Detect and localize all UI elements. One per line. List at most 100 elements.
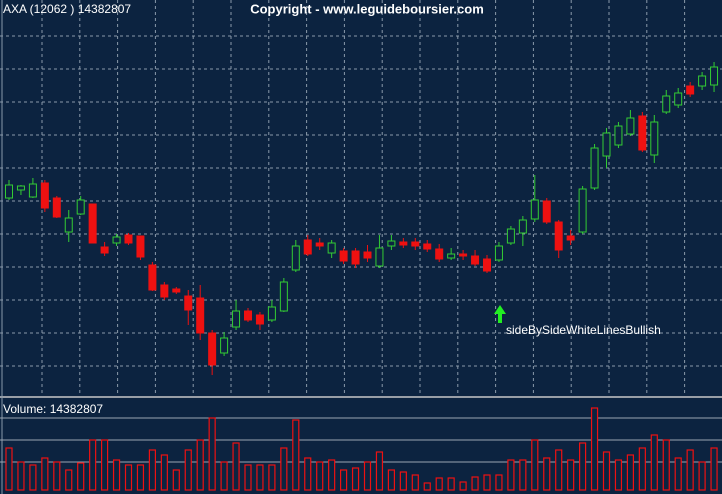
- volume-bar: [686, 449, 694, 491]
- candle-body: [267, 306, 276, 321]
- volume-bar: [387, 469, 395, 491]
- candle-body: [303, 239, 312, 255]
- candle-body: [710, 66, 719, 86]
- signal-arrow: [494, 305, 506, 323]
- candle-body: [674, 92, 683, 106]
- candle-body: [172, 288, 181, 293]
- volume-bar: [256, 464, 264, 491]
- candle-body: [423, 243, 432, 250]
- candle-body: [614, 125, 623, 146]
- candle-body: [52, 197, 61, 218]
- volume-bar: [148, 449, 156, 491]
- volume-bar: [626, 454, 635, 491]
- volume-bar: [698, 461, 706, 491]
- candle-body: [626, 117, 635, 135]
- candle-body: [196, 297, 205, 334]
- volume-bar: [507, 459, 515, 491]
- volume-bar: [41, 457, 49, 491]
- volume-bar: [531, 439, 539, 491]
- volume-bar: [519, 459, 527, 491]
- volume-bar: [399, 471, 407, 491]
- volume-bar: [447, 477, 455, 491]
- candle-body: [638, 115, 647, 151]
- candle-body: [112, 236, 121, 244]
- candle-body: [28, 183, 37, 198]
- price-title: AXA (12062 ) 14382807: [3, 2, 131, 16]
- volume-bar: [53, 461, 61, 491]
- candle-body: [208, 332, 217, 366]
- candle-body: [363, 251, 372, 259]
- volume-bar: [184, 449, 192, 491]
- volume-bar: [292, 419, 300, 491]
- volume-bar: [124, 464, 133, 491]
- volume-bar: [208, 417, 216, 491]
- candle-body: [232, 310, 241, 328]
- volume-title: Volume: 14382807: [3, 402, 103, 416]
- volume-bar: [614, 459, 623, 491]
- volume-bar: [602, 451, 611, 491]
- volume-bar: [316, 461, 324, 491]
- volume-bar: [112, 459, 121, 491]
- volume-bar: [232, 442, 240, 491]
- candle-body: [16, 185, 25, 191]
- volume-bar: [411, 474, 419, 491]
- volume-bar: [459, 481, 467, 491]
- grid: [0, 0, 722, 463]
- candle-body: [530, 199, 539, 220]
- candle-body: [5, 184, 13, 199]
- candle-body: [566, 235, 575, 241]
- candle-body: [662, 95, 671, 113]
- candle-body: [160, 284, 169, 298]
- volume-bar: [268, 464, 276, 491]
- candle-body: [279, 281, 288, 312]
- candle-body: [244, 310, 252, 321]
- candle-body: [351, 250, 360, 265]
- candle-body: [554, 221, 563, 251]
- candle-body: [471, 255, 480, 265]
- candle-body: [542, 200, 551, 223]
- candle-body: [40, 182, 49, 209]
- volume-bar: [89, 439, 97, 491]
- volume-bar: [650, 434, 658, 491]
- volume-bar: [100, 439, 109, 491]
- annotation: sideBySideWhiteLinesBullish: [506, 323, 661, 337]
- candle-body: [88, 203, 97, 244]
- candle-body: [339, 250, 348, 262]
- volume-bar: [244, 464, 252, 491]
- volume-bar: [674, 457, 682, 491]
- volume-bar: [483, 474, 491, 491]
- marks: [5, 62, 719, 491]
- candle-body: [220, 337, 229, 354]
- candle-body: [255, 314, 264, 325]
- volume-bar: [172, 469, 180, 491]
- volume-bar: [363, 461, 372, 491]
- volume-bar: [471, 476, 479, 491]
- candle-body: [435, 248, 444, 260]
- candle-body: [459, 253, 468, 257]
- candle-body: [411, 241, 420, 247]
- candle-body: [590, 147, 599, 189]
- candle-body: [375, 247, 384, 267]
- candle-body: [76, 199, 85, 215]
- volume-bar: [567, 459, 575, 491]
- volume-bar: [423, 482, 431, 491]
- candle-body: [136, 235, 145, 258]
- candle-body: [698, 75, 707, 87]
- volume-bar: [220, 461, 228, 491]
- volume-bar: [555, 449, 563, 491]
- candle-body: [494, 245, 503, 261]
- volume-bar: [710, 447, 718, 491]
- volume-bar: [662, 439, 670, 491]
- candle-body: [100, 246, 109, 254]
- candle-body: [686, 85, 695, 95]
- candle-body: [124, 234, 133, 244]
- candle-body: [578, 188, 587, 233]
- volume-bar: [5, 447, 13, 491]
- volume-bar: [543, 457, 551, 491]
- candle-body: [148, 264, 157, 291]
- volume-bar: [578, 442, 587, 491]
- candle-body: [506, 228, 515, 244]
